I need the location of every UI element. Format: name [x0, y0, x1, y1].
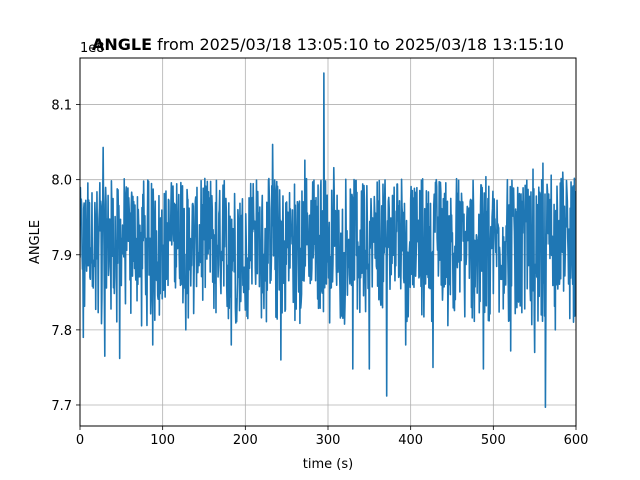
- plot-area: [80, 72, 576, 409]
- x-tick-label: 400: [398, 433, 423, 448]
- y-offset-text: 1e8: [80, 41, 105, 56]
- y-tick-label: 7.8: [51, 324, 72, 339]
- y-tick-label: 7.7: [51, 399, 72, 414]
- x-tick-label: 100: [150, 433, 175, 448]
- x-axis-ticks: 0 100 200 300 400 500 600: [76, 426, 589, 448]
- x-tick-label: 300: [316, 433, 341, 448]
- x-axis-label: time (s): [303, 457, 353, 472]
- y-tick-label: 7.9: [51, 249, 72, 264]
- y-tick-label: 8.1: [51, 99, 72, 114]
- chart-title-rest: from 2025/03/18 13:05:10 to 2025/03/18 1…: [152, 35, 564, 54]
- chart-title: ANGLE from 2025/03/18 13:05:10 to 2025/0…: [92, 35, 564, 54]
- x-tick-label: 600: [564, 433, 589, 448]
- x-tick-label: 200: [233, 433, 258, 448]
- chart-title-bold: ANGLE: [92, 35, 152, 54]
- series-line-angle: [80, 72, 576, 409]
- x-tick-label: 0: [76, 433, 84, 448]
- y-axis-ticks: 7.7 7.8 7.9 8.0 8.1: [51, 99, 80, 414]
- y-tick-label: 8.0: [51, 174, 72, 189]
- x-tick-label: 500: [481, 433, 506, 448]
- y-axis-label: ANGLE: [28, 220, 43, 264]
